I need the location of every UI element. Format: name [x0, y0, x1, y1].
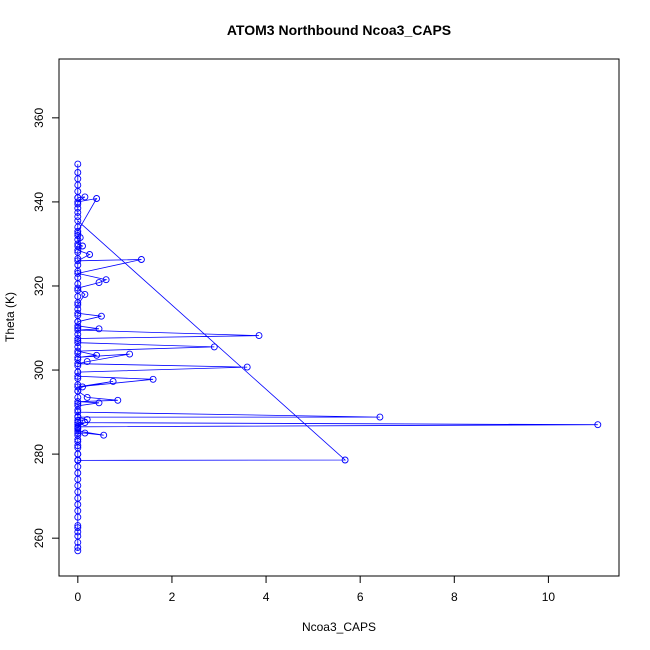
data-point [76, 234, 84, 242]
data-point [74, 387, 82, 395]
data-point [86, 251, 94, 258]
data-point [74, 318, 82, 326]
data-point [74, 372, 82, 380]
y-tick-label: 280 [32, 444, 46, 464]
y-axis-label: Theta (K) [3, 292, 17, 342]
x-tick-label: 10 [542, 590, 556, 604]
data-point [74, 347, 82, 355]
data-point [83, 393, 91, 401]
data-point [74, 257, 82, 265]
data-point [95, 279, 103, 287]
data-point [74, 413, 82, 421]
data-point [126, 350, 134, 358]
x-tick-label: 2 [169, 590, 176, 604]
data-point [74, 284, 82, 292]
data-point [74, 232, 82, 239]
data-point [74, 419, 82, 427]
data-point [74, 398, 82, 406]
y-tick-label: 360 [32, 108, 46, 128]
data-point [74, 368, 82, 376]
data-point [114, 396, 122, 404]
y-axis: 260 280 300 320 340 360 [32, 108, 60, 548]
series-line [76, 164, 598, 551]
x-axis: 0 2 4 6 8 10 [74, 575, 556, 604]
data-point [137, 256, 145, 263]
data-point [83, 358, 91, 366]
data-point [93, 195, 101, 202]
data-point [74, 543, 82, 551]
plot-frame [58, 58, 620, 577]
data-point [74, 450, 82, 458]
data-point [95, 399, 103, 407]
data-point [74, 417, 82, 424]
data-point [74, 204, 82, 212]
data-point [74, 160, 82, 168]
x-tick-label: 8 [451, 590, 458, 604]
data-point [109, 377, 117, 385]
data-point [74, 326, 82, 334]
data-point [74, 301, 82, 309]
data-point [341, 456, 349, 464]
data-point [74, 402, 82, 410]
data-point [74, 339, 82, 347]
y-tick-label: 340 [32, 192, 46, 212]
data-point [100, 431, 108, 439]
data-point [81, 429, 89, 437]
data-point [97, 312, 105, 320]
y-tick-label: 300 [32, 360, 46, 380]
data-point [81, 193, 89, 201]
data-point [74, 217, 82, 225]
data-point [74, 532, 82, 540]
x-tick-label: 6 [357, 590, 364, 604]
data-point [74, 208, 82, 216]
chart-title: ATOM3 Northbound Ncoa3_CAPS [227, 22, 451, 38]
x-axis-label: Ncoa3_CAPS [302, 620, 376, 634]
data-point [74, 547, 82, 555]
data-point [93, 351, 101, 359]
data-point [74, 322, 82, 330]
data-point [255, 332, 263, 340]
y-tick-label: 260 [32, 528, 46, 548]
data-point [149, 375, 157, 383]
data-point [594, 421, 602, 429]
data-point [102, 276, 110, 284]
data-point [74, 335, 82, 342]
x-tick-label: 4 [263, 590, 270, 604]
data-point [74, 522, 82, 530]
data-point [243, 363, 251, 371]
data-point [83, 416, 91, 424]
data-point [74, 169, 82, 176]
data-point [74, 383, 82, 391]
data-point [81, 290, 89, 298]
data-point [74, 421, 82, 429]
data-point [376, 413, 384, 421]
data-point [95, 325, 103, 333]
x-tick-label: 0 [74, 590, 81, 604]
data-point [79, 383, 86, 391]
data-point [74, 524, 82, 532]
data-point [74, 269, 82, 277]
data-point [74, 213, 82, 221]
data-point [74, 227, 82, 235]
data-point [74, 240, 82, 248]
data-point [210, 343, 218, 351]
data-point [74, 309, 82, 317]
data-series [74, 160, 602, 555]
y-tick-label: 320 [32, 276, 46, 296]
